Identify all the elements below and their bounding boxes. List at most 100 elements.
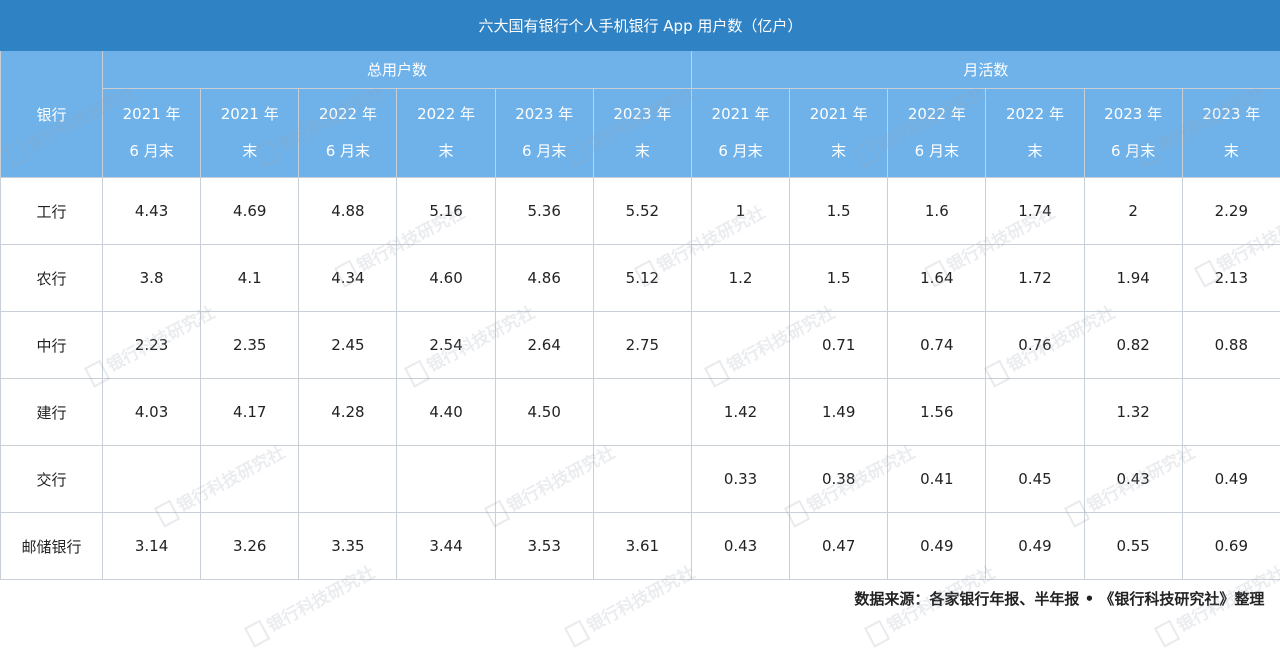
total-users-cell: 4.28	[299, 379, 397, 446]
mau-cell: 0.55	[1084, 513, 1182, 580]
mau-period-header: 2022 年末	[986, 89, 1084, 178]
total-users-cell: 3.8	[103, 245, 201, 312]
total-users-cell: 4.1	[201, 245, 299, 312]
mau-cell: 1.74	[986, 178, 1084, 245]
bank-name-cell: 邮储银行	[1, 513, 103, 580]
total-users-cell: 4.34	[299, 245, 397, 312]
mau-cell: 0.33	[691, 446, 789, 513]
source-row: 数据来源：各家银行年报、半年报 • 《银行科技研究社》整理	[1, 580, 1280, 617]
total-users-cell: 3.53	[495, 513, 593, 580]
mau-cell: 1.56	[888, 379, 986, 446]
mau-cell: 0.69	[1182, 513, 1280, 580]
total-users-cell: 5.12	[593, 245, 691, 312]
mau-period-header: 2021 年末	[790, 89, 888, 178]
period-header-line: 2023 年	[496, 96, 593, 133]
period-header-line: 2023 年	[1183, 96, 1280, 133]
mau-cell: 0.49	[1182, 446, 1280, 513]
total-period-header: 2023 年末	[593, 89, 691, 178]
mau-cell: 0.76	[986, 312, 1084, 379]
period-header-line: 2022 年	[299, 96, 396, 133]
total-users-cell: 2.45	[299, 312, 397, 379]
mau-cell: 1.42	[691, 379, 789, 446]
total-users-cell: 4.86	[495, 245, 593, 312]
mau-cell: 1.5	[790, 178, 888, 245]
mau-cell: 1.32	[1084, 379, 1182, 446]
watermark-logo-icon	[244, 620, 270, 648]
mau-cell	[986, 379, 1084, 446]
total-users-cell: 2.64	[495, 312, 593, 379]
mau-cell: 2.13	[1182, 245, 1280, 312]
period-header-line: 2021 年	[692, 96, 789, 133]
mau-cell: 0.49	[986, 513, 1084, 580]
total-users-cell: 5.16	[397, 178, 495, 245]
mau-cell: 0.41	[888, 446, 986, 513]
total-users-cell	[103, 446, 201, 513]
total-users-cell: 2.75	[593, 312, 691, 379]
total-users-cell: 4.03	[103, 379, 201, 446]
total-users-cell: 3.26	[201, 513, 299, 580]
period-header-line: 2021 年	[790, 96, 887, 133]
total-users-cell	[593, 379, 691, 446]
mau-cell: 1.94	[1084, 245, 1182, 312]
total-users-cell: 2.54	[397, 312, 495, 379]
bank-name-cell: 工行	[1, 178, 103, 245]
total-users-cell: 2.35	[201, 312, 299, 379]
mau-cell: 0.49	[888, 513, 986, 580]
period-header-line: 6 月末	[299, 133, 396, 170]
mau-cell	[1182, 379, 1280, 446]
total-users-cell: 4.88	[299, 178, 397, 245]
total-users-cell: 4.40	[397, 379, 495, 446]
mau-group-header: 月活数	[691, 51, 1280, 89]
mau-cell: 1.49	[790, 379, 888, 446]
total-period-header: 2022 年末	[397, 89, 495, 178]
bank-column-header: 银行	[1, 51, 103, 178]
period-header-line: 6 月末	[692, 133, 789, 170]
period-header-line: 末	[594, 133, 691, 170]
bank-name-cell: 交行	[1, 446, 103, 513]
period-header-line: 2022 年	[397, 96, 494, 133]
watermark-logo-icon	[1154, 620, 1180, 648]
mau-cell: 1	[691, 178, 789, 245]
mau-cell: 1.64	[888, 245, 986, 312]
period-header-line: 2022 年	[986, 96, 1083, 133]
total-users-cell: 4.17	[201, 379, 299, 446]
period-header-line: 末	[397, 133, 494, 170]
period-header-line: 末	[201, 133, 298, 170]
mau-cell: 0.74	[888, 312, 986, 379]
total-users-cell	[299, 446, 397, 513]
mau-cell: 0.45	[986, 446, 1084, 513]
mau-cell: 0.47	[790, 513, 888, 580]
total-users-cell	[201, 446, 299, 513]
bank-name-cell: 建行	[1, 379, 103, 446]
period-header-line: 6 月末	[496, 133, 593, 170]
period-header-line: 末	[1183, 133, 1280, 170]
group-header-row: 银行 总用户数 月活数	[1, 51, 1280, 89]
mau-cell: 1.72	[986, 245, 1084, 312]
total-users-cell	[495, 446, 593, 513]
period-header-line: 6 月末	[1085, 133, 1182, 170]
mau-cell: 0.43	[1084, 446, 1182, 513]
period-header-line: 末	[790, 133, 887, 170]
total-users-cell: 3.61	[593, 513, 691, 580]
bank-app-users-table: 六大国有银行个人手机银行 App 用户数（亿户） 银行 总用户数 月活数 202…	[0, 0, 1280, 616]
period-header-line: 2023 年	[1085, 96, 1182, 133]
period-header-line: 末	[986, 133, 1083, 170]
mau-cell	[691, 312, 789, 379]
mau-cell: 1.5	[790, 245, 888, 312]
period-header-line: 2021 年	[103, 96, 200, 133]
source-note: 数据来源：各家银行年报、半年报 • 《银行科技研究社》整理	[1, 580, 1280, 617]
mau-cell: 1.2	[691, 245, 789, 312]
mau-cell: 2	[1084, 178, 1182, 245]
